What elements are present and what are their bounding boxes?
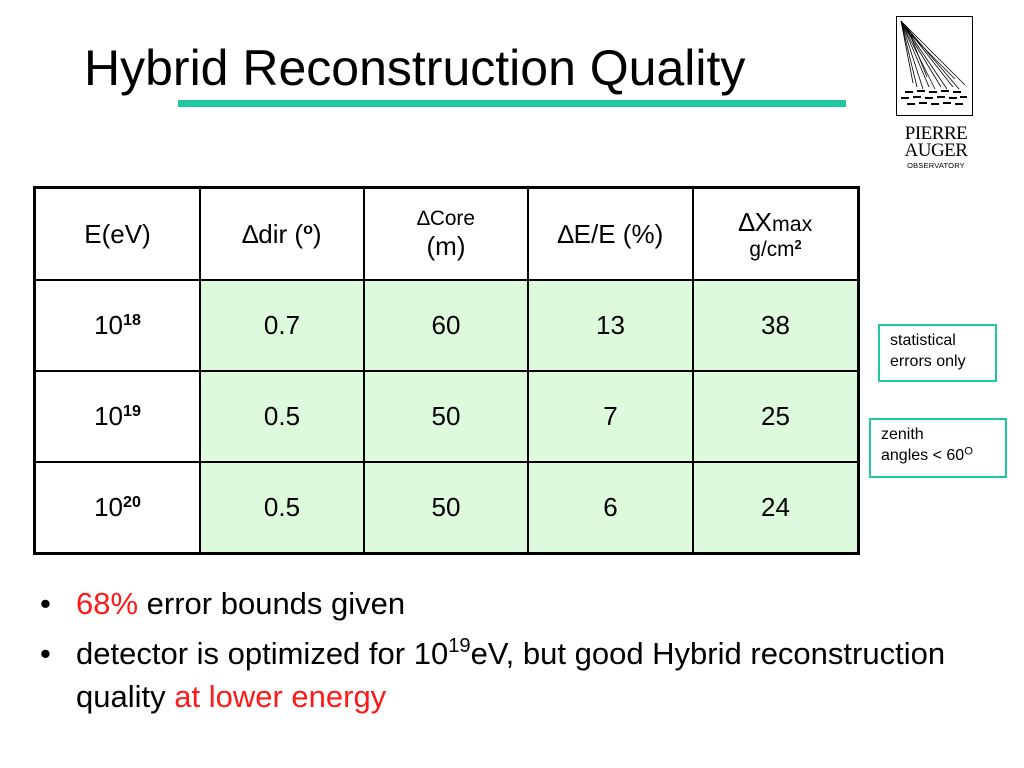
cell-direction: 0.5 [199, 461, 365, 555]
logo-text-pierre: PIERRE [904, 123, 968, 144]
bullet-marker: • [40, 586, 51, 621]
cell-energy-resolution: 13 [527, 279, 694, 372]
note-line: errors only [890, 353, 966, 370]
cell-xmax: 38 [692, 279, 860, 372]
table-row: 1020 0.5 50 6 24 [33, 461, 860, 555]
table-row: 1019 0.5 50 7 25 [33, 370, 860, 463]
header-energy: E(eV) [33, 186, 201, 281]
list-item: • detector is optimized for 1019eV, but … [40, 632, 1000, 718]
energy-base: 10 [94, 401, 123, 431]
cell-energy-resolution: 7 [527, 370, 694, 463]
bullet-marker: • [40, 636, 51, 671]
pierre-auger-logo: PIERRE AUGER OBSERVATORY [896, 16, 976, 174]
header-core-line1: ∆Core [417, 206, 475, 230]
energy-exponent: 19 [123, 402, 141, 421]
bullet-text: detector is optimized for 10 [76, 636, 449, 671]
header-direction: ∆dir (o) [199, 186, 365, 281]
cell-xmax: 24 [692, 461, 860, 555]
energy-exponent: 18 [123, 311, 141, 330]
header-core-line2: (m) [426, 230, 466, 261]
reconstruction-quality-table: E(eV) ∆dir (o) ∆Core (m) ∆E/E (%) ∆Xmax g/… [33, 186, 860, 555]
header-xmax: ∆Xmax g/cm2 [692, 186, 860, 281]
header-xmax-unit-line: g/cm2 [694, 236, 857, 262]
bullet-text: eV, but good Hybrid reconstruction quali… [76, 636, 946, 714]
header-direction-degree: o [303, 219, 313, 238]
shower-icon [900, 20, 967, 105]
logo-text-auger: AUGER [904, 140, 968, 161]
table-row: 1018 0.7 60 13 38 [33, 279, 860, 372]
list-item: • 68% error bounds given [40, 582, 1000, 625]
note-line: statistical [890, 332, 956, 349]
slide-title: Hybrid Reconstruction Quality [84, 40, 746, 96]
bullet-exponent: 19 [448, 634, 471, 657]
cell-energy: 1019 [33, 370, 201, 463]
cell-energy-resolution: 6 [527, 461, 694, 555]
energy-exponent: 20 [123, 493, 141, 512]
header-core: ∆Core (m) [363, 186, 529, 281]
cell-core: 50 [363, 461, 529, 555]
bullet-text: error bounds given [138, 586, 406, 621]
cell-core: 50 [363, 370, 529, 463]
cell-direction: 0.7 [199, 279, 365, 372]
table-header-row: E(eV) ∆dir (o) ∆Core (m) ∆E/E (%) ∆Xmax g/… [33, 186, 860, 281]
title-underline [178, 100, 846, 107]
header-energy-resolution: ∆E/E (%) [527, 186, 694, 281]
bullet-highlight: at lower energy [174, 679, 387, 714]
cell-energy: 1018 [33, 279, 201, 372]
bullet-list: • 68% error bounds given • detector is o… [40, 582, 1000, 718]
header-xmax-sub: max [771, 211, 813, 236]
note-line: angles < 60O [881, 445, 997, 466]
bullet-highlight: 68% [76, 586, 139, 621]
cell-core: 60 [363, 279, 529, 372]
header-direction-label: ∆dir ( [242, 218, 304, 249]
logo-emblem [896, 16, 973, 116]
header-xmax-unit-sup: 2 [794, 236, 802, 252]
energy-base: 10 [94, 492, 123, 522]
energy-base: 10 [94, 310, 123, 340]
note-line: zenith [881, 426, 924, 443]
zenith-text: angles < 60 [881, 447, 965, 464]
logo-text-observatory: OBSERVATORY [907, 161, 965, 170]
zenith-angles-note: zenith angles < 60O [869, 418, 1007, 478]
cell-xmax: 25 [692, 370, 860, 463]
cell-energy: 1020 [33, 461, 201, 555]
statistical-errors-note: statistical errors only [878, 324, 997, 382]
header-xmax-prefix: ∆X [738, 206, 772, 237]
cell-direction: 0.5 [199, 370, 365, 463]
degree-symbol: O [964, 445, 973, 458]
header-direction-close: ) [312, 218, 322, 249]
header-xmax-unit: g/cm [749, 237, 795, 261]
